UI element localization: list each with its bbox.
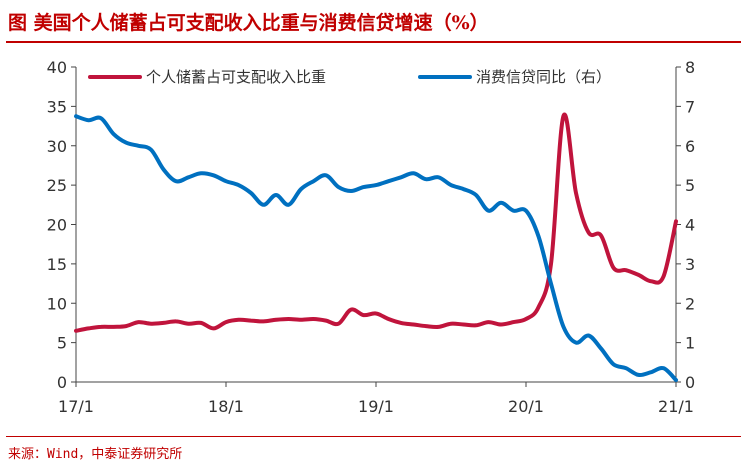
x-tick-label: 19/1: [358, 397, 394, 416]
x-tick-label: 18/1: [208, 397, 244, 416]
title-rule: [6, 41, 741, 43]
y-right-tick-label: 4: [685, 216, 695, 235]
y-right-tick-label: 2: [685, 294, 695, 313]
y-right-tick-label: 3: [685, 255, 695, 274]
y-left-tick-label: 30: [47, 137, 67, 156]
x-tick-label: 21/1: [658, 397, 694, 416]
chart: 0 5 10 15 20 25 30 35 40 0 1 2 3 4 5 6 7 8 17/1 18/1 19/1 20/…: [47, 58, 696, 416]
x-tick-label: 17/1: [58, 397, 94, 416]
x-tick-label: 20/1: [508, 397, 544, 416]
y-left-tick-label: 5: [57, 334, 67, 353]
y-left-tick-label: 40: [47, 58, 67, 77]
y-right-tick-label: 0: [685, 373, 695, 392]
y-right-tick-label: 8: [685, 58, 695, 77]
source-note: 来源：Wind，中泰证券研究所: [8, 447, 183, 462]
y-right-tick-label: 6: [685, 137, 695, 156]
y-left-tick-label: 25: [47, 176, 67, 195]
series-layer: [74, 112, 678, 382]
y-left-tick-label: 0: [57, 373, 67, 392]
y-right-tick-label: 7: [685, 97, 695, 116]
y-right-tick-label: 5: [685, 176, 695, 195]
y-left-tick-label: 20: [47, 216, 67, 235]
y-right-tick-label: 1: [685, 334, 695, 353]
y-left-tick-label: 15: [47, 255, 67, 274]
legend: 个人储蓄占可支配收入比重 消费信贷同比（右）: [88, 68, 611, 86]
source-rule: [6, 436, 741, 437]
y-left-tick-label: 35: [47, 97, 67, 116]
axes: 0 5 10 15 20 25 30 35 40 0 1 2 3 4 5 6 7 8 17/1 18/1 19/1 20/…: [47, 58, 696, 416]
chart-title: 图 美国个人储蓄占可支配收入比重与消费信贷增速（%）: [8, 12, 489, 34]
y-left-tick-label: 10: [47, 294, 67, 313]
legend-label-saving-ratio: 个人储蓄占可支配收入比重: [146, 68, 326, 86]
series-line-saving-ratio: [74, 112, 678, 333]
legend-label-consumer-credit: 消费信贷同比（右）: [476, 68, 611, 86]
series-line-consumer-credit: [74, 114, 678, 382]
